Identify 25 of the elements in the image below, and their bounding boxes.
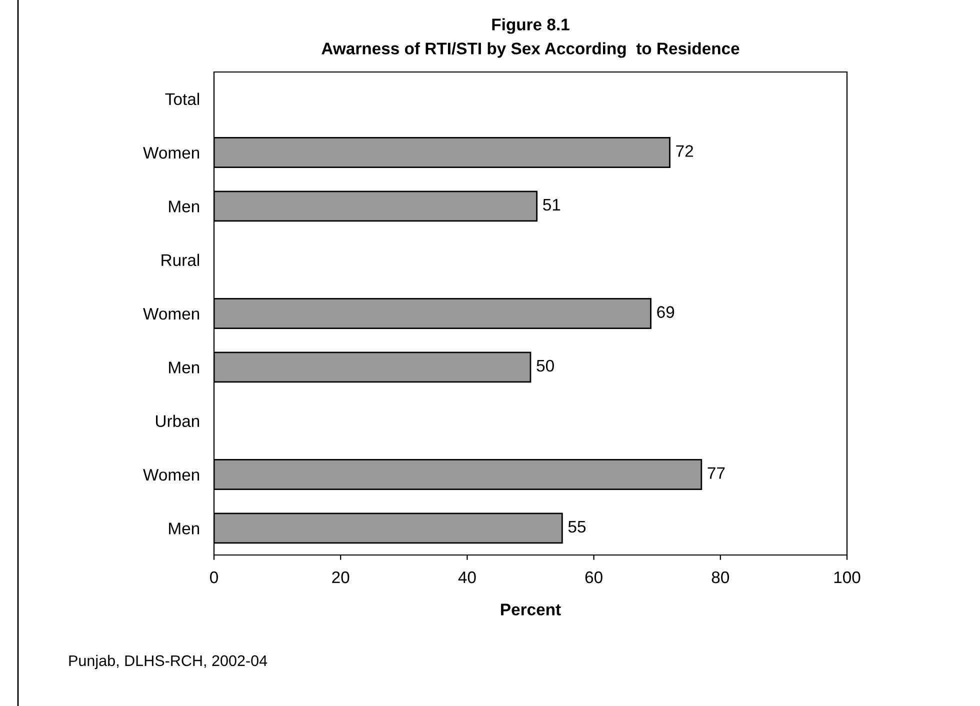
data-label: 77 xyxy=(708,467,725,479)
y-tick-label: Women xyxy=(143,147,200,159)
y-tick-label: Women xyxy=(143,469,200,481)
y-tick-label: Men xyxy=(169,362,200,374)
data-label: 50 xyxy=(536,360,554,372)
data-label: 72 xyxy=(676,145,694,157)
y-tick-label: Total xyxy=(165,92,199,106)
x-tick-label: 0 xyxy=(210,571,218,584)
chart-subtitle: Awarness of RTI/STI by Sex According to Residence xyxy=(322,42,740,58)
x-tick-label: 100 xyxy=(834,571,860,584)
y-tick-label: Men xyxy=(169,522,200,534)
text: Punjab, DLHS-RCH, 2002-04 xyxy=(69,654,268,670)
y-tick-label: Men xyxy=(169,200,200,212)
data-label: 69 xyxy=(657,306,674,318)
y-tick-label: Urban xyxy=(156,414,200,428)
x-tick-label: 20 xyxy=(332,571,350,584)
y-tick-label: Women xyxy=(143,308,200,320)
x-tick-label: 60 xyxy=(585,571,602,584)
y-tick-label: Rural xyxy=(162,254,199,266)
data-label: 51 xyxy=(543,199,560,211)
x-tick-label: 40 xyxy=(458,571,476,584)
x-tick-label: 80 xyxy=(712,571,730,584)
chart-title: Figure 8.1 xyxy=(492,18,570,34)
data-label: 55 xyxy=(568,521,586,533)
x-axis-title: Percent xyxy=(501,604,561,616)
